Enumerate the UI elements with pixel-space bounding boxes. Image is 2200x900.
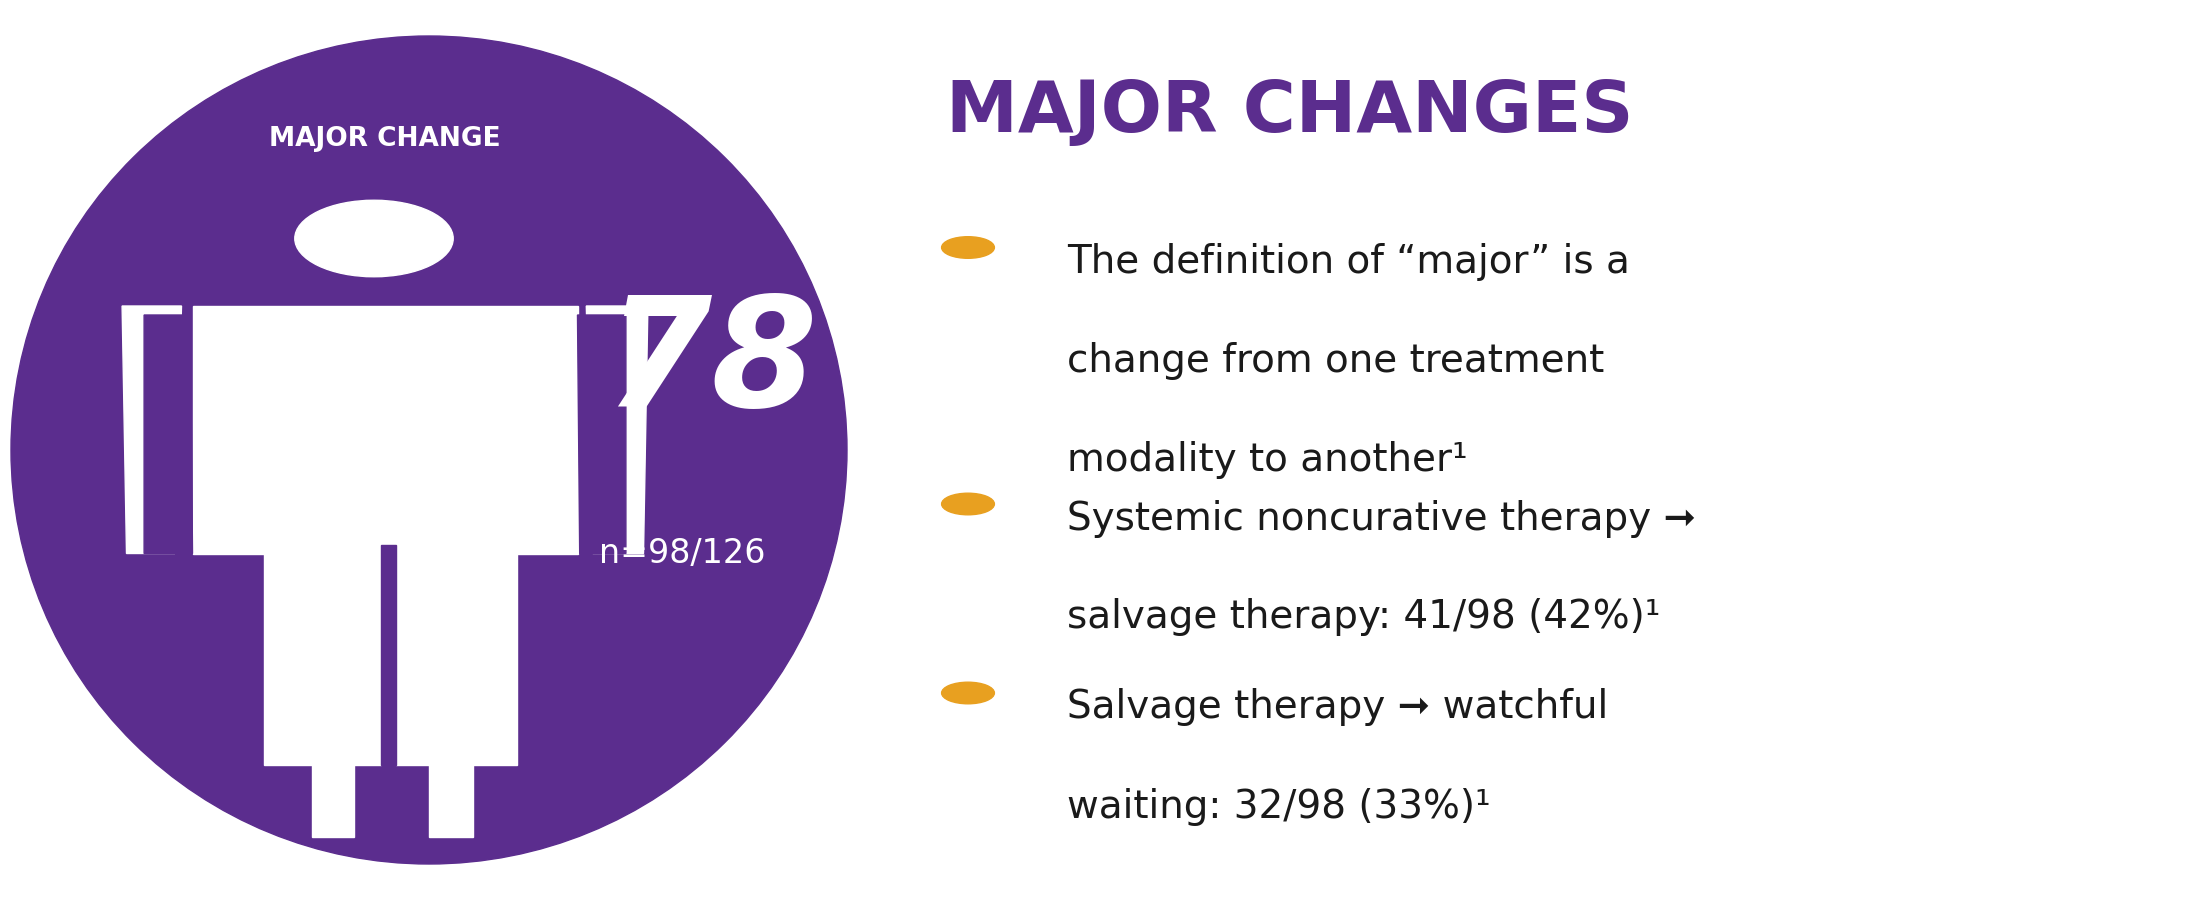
Polygon shape xyxy=(429,760,473,837)
Text: change from one treatment: change from one treatment xyxy=(1067,342,1604,380)
Text: n=98/126: n=98/126 xyxy=(598,537,766,570)
Circle shape xyxy=(942,237,994,258)
Polygon shape xyxy=(576,315,627,554)
Text: Systemic noncurative therapy ➞: Systemic noncurative therapy ➞ xyxy=(1067,500,1696,537)
Polygon shape xyxy=(145,315,194,554)
Text: MAJOR CHANGE: MAJOR CHANGE xyxy=(268,127,502,152)
Text: The definition of “major” is a: The definition of “major” is a xyxy=(1067,243,1630,281)
Circle shape xyxy=(942,493,994,515)
Text: Salvage therapy ➞ watchful: Salvage therapy ➞ watchful xyxy=(1067,688,1608,726)
Text: salvage therapy: 41/98 (42%)¹: salvage therapy: 41/98 (42%)¹ xyxy=(1067,598,1661,636)
Polygon shape xyxy=(194,306,576,554)
Polygon shape xyxy=(396,544,517,765)
Polygon shape xyxy=(264,544,381,765)
Text: MAJOR CHANGES: MAJOR CHANGES xyxy=(946,78,1632,147)
Polygon shape xyxy=(585,306,647,554)
Ellipse shape xyxy=(295,201,453,277)
Circle shape xyxy=(942,682,994,704)
Text: 78: 78 xyxy=(605,290,818,439)
Ellipse shape xyxy=(11,36,847,864)
Text: modality to another¹: modality to another¹ xyxy=(1067,441,1467,479)
Polygon shape xyxy=(123,306,183,554)
Text: %: % xyxy=(880,292,957,365)
Text: waiting: 32/98 (33%)¹: waiting: 32/98 (33%)¹ xyxy=(1067,788,1492,825)
Polygon shape xyxy=(312,760,354,837)
Polygon shape xyxy=(381,544,396,765)
